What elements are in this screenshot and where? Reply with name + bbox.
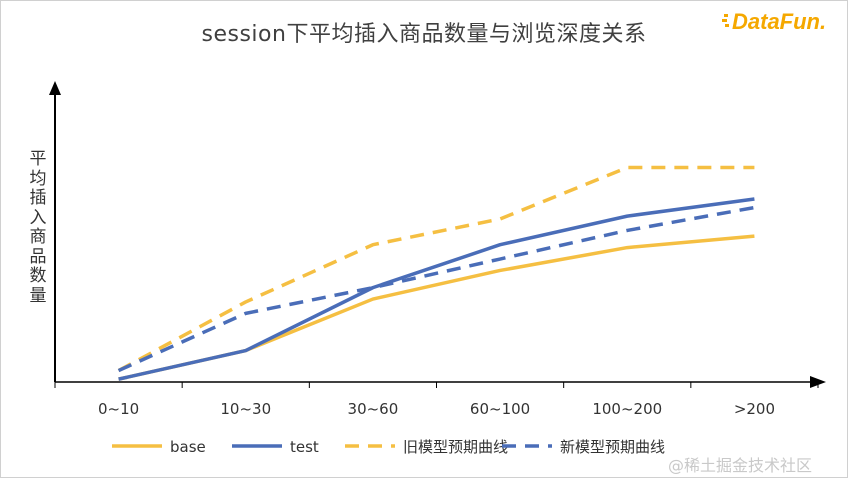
legend-label-2: test (290, 438, 319, 456)
legend-label-4: 新模型预期曲线 (560, 438, 665, 456)
x-tick-label: 100~200 (592, 400, 662, 418)
watermark: @稀土掘金技术社区 (668, 456, 813, 475)
datafun-logo: DataFun. (722, 9, 826, 34)
series-line-2 (118, 197, 755, 381)
x-tick-label: 30~60 (348, 400, 399, 418)
logo-text: DataFun. (732, 9, 826, 34)
legend-label-3: 旧模型预期曲线 (403, 438, 508, 456)
legend-label-1: base (170, 438, 206, 456)
x-tick-label: 0~10 (98, 400, 139, 418)
x-tick-label: >200 (734, 400, 775, 418)
y-axis-label: 平均插入商品数量 (29, 149, 47, 306)
chart-title: session下平均插入商品数量与浏览深度关系 (201, 22, 647, 47)
x-tick-label: 60~100 (470, 400, 530, 418)
y-axis-arrow (49, 81, 61, 95)
x-tick-label: 10~30 (220, 400, 271, 418)
series-line-4 (117, 205, 755, 373)
series-line-3 (117, 165, 755, 373)
